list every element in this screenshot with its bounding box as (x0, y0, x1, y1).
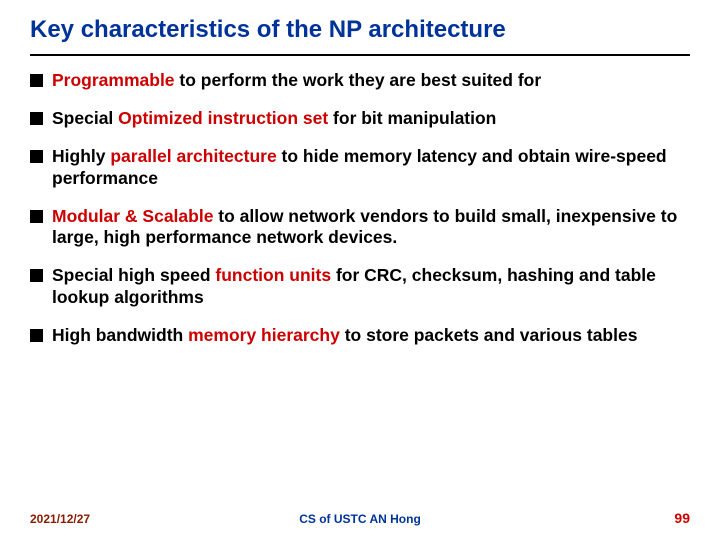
footer-center: CS of USTC AN Hong (299, 512, 421, 526)
bullet-item: Programmable to perform the work they ar… (30, 70, 690, 92)
bullet-keyword: Modular & Scalable (52, 206, 213, 226)
bullet-prefix: Special high speed (52, 265, 215, 285)
bullet-suffix: to store packets and various tables (340, 325, 638, 345)
bullet-list: Programmable to perform the work they ar… (30, 70, 690, 347)
bullet-keyword: memory hierarchy (188, 325, 340, 345)
bullet-keyword: function units (215, 265, 331, 285)
bullet-prefix: Special (52, 108, 118, 128)
footer: 2021/12/27 CS of USTC AN Hong 99 (0, 510, 720, 526)
bullet-keyword: Programmable (52, 70, 175, 90)
bullet-item: High bandwidth memory hierarchy to store… (30, 325, 690, 347)
slide: Key characteristics of the NP architectu… (0, 0, 720, 540)
bullet-item: Highly parallel architecture to hide mem… (30, 146, 690, 190)
bullet-prefix: Highly (52, 146, 110, 166)
bullet-keyword: Optimized instruction set (118, 108, 328, 128)
slide-title: Key characteristics of the NP architectu… (30, 16, 690, 56)
bullet-suffix: for bit manipulation (328, 108, 496, 128)
footer-page-number: 99 (674, 510, 690, 526)
bullet-item: Special Optimized instruction set for bi… (30, 108, 690, 130)
bullet-keyword: parallel architecture (110, 146, 276, 166)
footer-date: 2021/12/27 (30, 512, 90, 526)
bullet-item: Modular & Scalable to allow network vend… (30, 206, 690, 250)
bullet-prefix: High bandwidth (52, 325, 188, 345)
bullet-item: Special high speed function units for CR… (30, 265, 690, 309)
bullet-suffix: to perform the work they are best suited… (175, 70, 542, 90)
